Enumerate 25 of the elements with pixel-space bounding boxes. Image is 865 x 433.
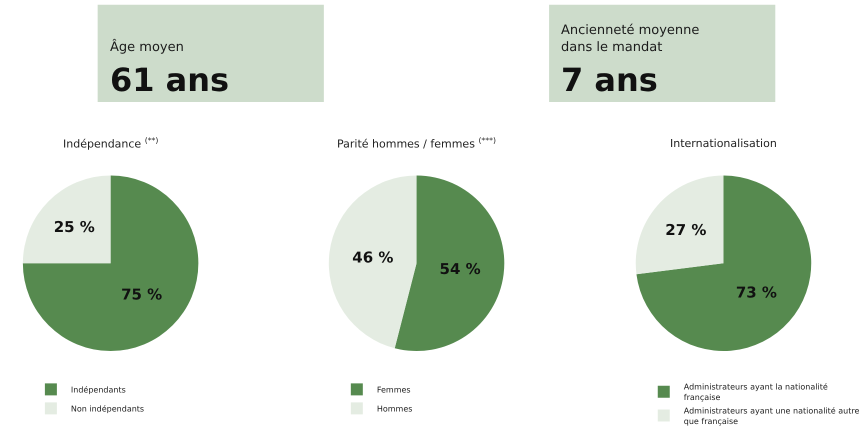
- data-label: 73 %: [736, 283, 777, 302]
- data-label: 54 %: [440, 260, 481, 278]
- pie-slice: [328, 176, 417, 348]
- legend-label: Administrateurs ayant une nationalité autre que française: [684, 406, 860, 426]
- data-label: 25 %: [54, 218, 95, 236]
- text: Ancienneté moyenne dans le mandat: [561, 23, 700, 55]
- data-label: 75 %: [121, 285, 162, 304]
- legend-label: Femmes: [376, 385, 411, 394]
- data-label: 46 %: [352, 248, 394, 267]
- legend-label: Hommes: [376, 404, 412, 414]
- legend-label: Administrateurs ayant la nationalité française: [684, 382, 828, 402]
- pie-slice: [394, 176, 504, 351]
- pie-slice: [22, 176, 198, 351]
- chart-title: Internationalisation: [670, 137, 777, 150]
- chart-title: Parité hommes / femmes $^{(***)}$: [337, 136, 496, 151]
- pie-slice: [636, 176, 812, 351]
- chart-title: Indépendance $^{(**)}$: [63, 136, 158, 151]
- pie-slice: [22, 176, 111, 264]
- text: Âge moyen: [110, 38, 184, 55]
- data-label: 27 %: [665, 221, 706, 240]
- pie-slice: [636, 176, 724, 274]
- legend-label: Indépendants: [70, 385, 126, 394]
- legend-label: Non indépendants: [70, 404, 144, 414]
- text: 61 ans: [110, 61, 230, 99]
- text: 7 ans: [561, 61, 658, 99]
